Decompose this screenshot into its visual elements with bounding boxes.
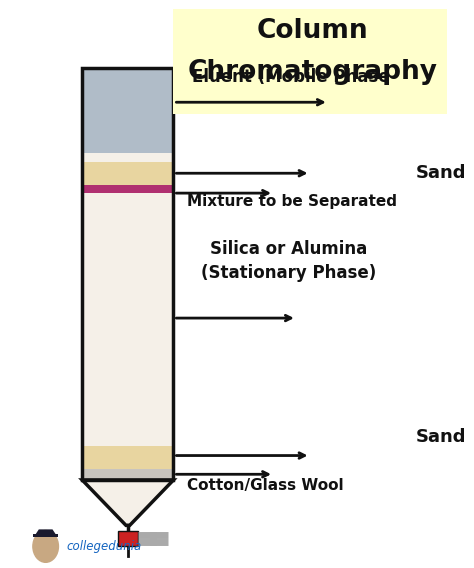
Text: Mixture to be Separated: Mixture to be Separated <box>187 194 397 209</box>
Bar <box>118 531 138 546</box>
Text: Sand: Sand <box>416 164 466 182</box>
Bar <box>82 185 173 193</box>
Bar <box>82 68 173 153</box>
Bar <box>82 446 173 469</box>
Text: Eluent (Mobile Phase: Eluent (Mobile Phase <box>192 68 389 86</box>
Polygon shape <box>82 480 173 525</box>
Text: Silica or Alumina
(Stationary Phase): Silica or Alumina (Stationary Phase) <box>201 240 376 282</box>
Text: collegedunia: collegedunia <box>66 540 141 553</box>
Text: Cotton/Glass Wool: Cotton/Glass Wool <box>187 478 344 493</box>
Bar <box>82 68 173 480</box>
Bar <box>33 534 58 537</box>
Bar <box>82 68 173 480</box>
Bar <box>173 9 447 114</box>
Bar <box>82 162 173 185</box>
Text: Sand: Sand <box>416 428 466 446</box>
Polygon shape <box>35 529 56 536</box>
Circle shape <box>33 531 58 562</box>
Text: Column: Column <box>257 18 369 44</box>
Text: Chromatography: Chromatography <box>188 59 438 85</box>
Bar <box>82 469 173 480</box>
